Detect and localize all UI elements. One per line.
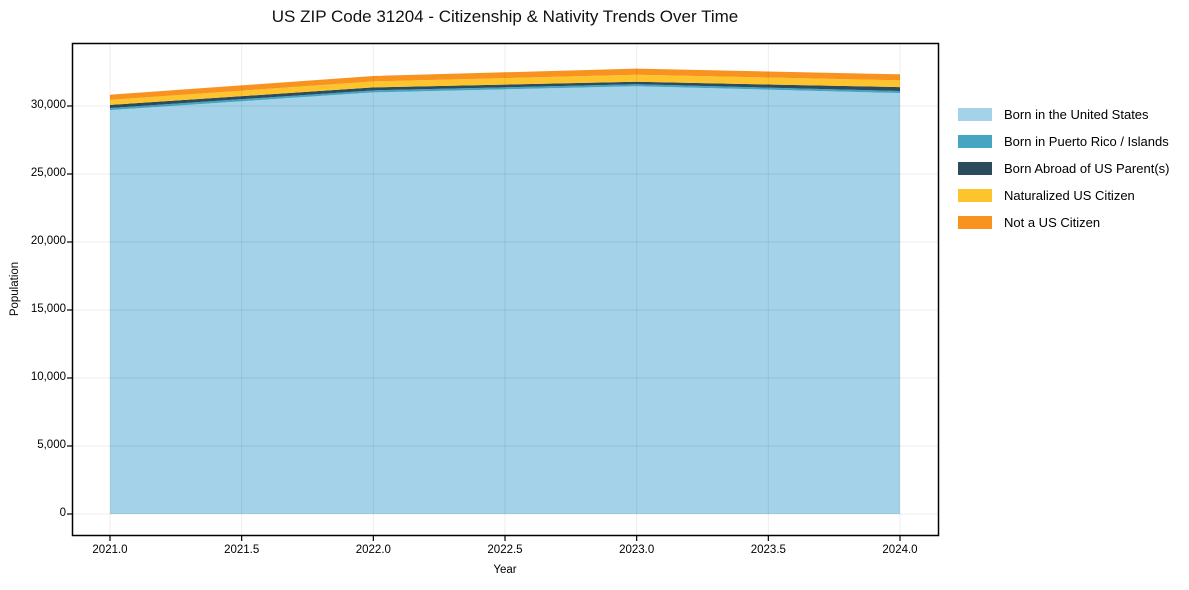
legend-item-not-a-us-citizen: Not a US Citizen [958, 209, 1169, 236]
area-naturalized-us-citizen [110, 74, 900, 105]
x-tick-label: 2021.0 [92, 544, 128, 556]
legend-item-born-abroad-of-us-parent-s: Born Abroad of US Parent(s) [958, 155, 1169, 182]
legend-item-naturalized-us-citizen: Naturalized US Citizen [958, 182, 1169, 209]
y-tick-label: 25,000 [30, 167, 66, 179]
y-tick-label: 0 [59, 507, 66, 519]
y-tick-label: 30,000 [30, 99, 66, 111]
y-tick-label: 20,000 [30, 235, 66, 247]
y-axis-title: Population [9, 261, 21, 317]
legend-item-born-in-puerto-rico-islands: Born in Puerto Rico / Islands [958, 128, 1169, 155]
x-tick-label: 2022.5 [487, 544, 523, 556]
legend-label: Born in Puerto Rico / Islands [1004, 134, 1169, 149]
legend: Born in the United States Born in Puerto … [958, 101, 1169, 236]
x-axis-title: Year [493, 564, 517, 576]
y-tick-label: 10,000 [30, 371, 66, 383]
legend-swatch [958, 162, 992, 175]
x-tick-label: 2021.5 [224, 544, 260, 556]
legend-swatch [958, 189, 992, 202]
y-tick-label: 5,000 [37, 439, 66, 451]
x-tick-label: 2022.0 [355, 544, 391, 556]
area-born-in-the-united-states [110, 86, 900, 514]
legend-label: Born in the United States [1004, 107, 1149, 122]
legend-item-born-in-the-united-states: Born in the United States [958, 101, 1169, 128]
legend-label: Born Abroad of US Parent(s) [1004, 161, 1170, 176]
y-tick-label: 15,000 [30, 303, 66, 315]
x-tick-label: 2024.0 [882, 544, 918, 556]
x-tick-label: 2023.5 [750, 544, 786, 556]
legend-label: Naturalized US Citizen [1004, 188, 1135, 203]
area-not-a-us-citizen [110, 68, 900, 100]
legend-swatch [958, 108, 992, 121]
chart-title: US ZIP Code 31204 - Citizenship & Nativi… [271, 7, 739, 26]
legend-swatch [958, 216, 992, 229]
legend-label: Not a US Citizen [1004, 215, 1101, 230]
legend-swatch [958, 135, 992, 148]
x-tick-label: 2023.0 [619, 544, 655, 556]
area-born-abroad-of-us-parent-s [110, 81, 900, 109]
